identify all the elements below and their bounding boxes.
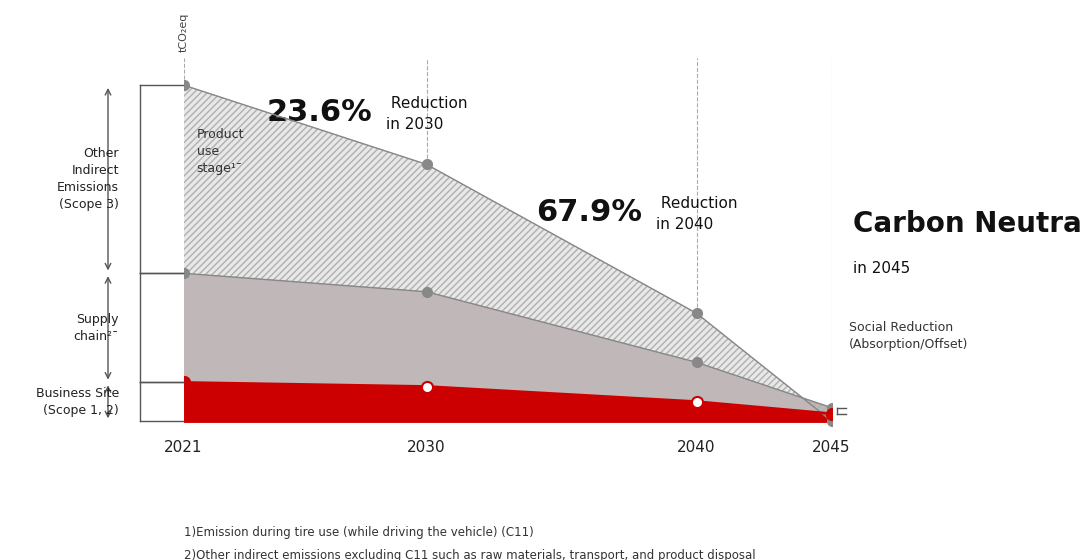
Text: tCO₂eq: tCO₂eq [178,12,189,52]
Text: Reduction
in 2030: Reduction in 2030 [386,96,468,132]
Text: Business Site
(Scope 1, 2): Business Site (Scope 1, 2) [36,387,119,417]
Text: 2)Other indirect emissions excluding C11 such as raw materials, transport, and p: 2)Other indirect emissions excluding C11… [184,549,755,560]
Text: 2021: 2021 [164,440,203,455]
Text: Reduction
in 2040: Reduction in 2040 [656,197,738,232]
Text: Product
use
stage¹ˉ: Product use stage¹ˉ [197,128,244,175]
Text: in 2045: in 2045 [853,262,910,276]
Text: Supply
chain²ˉ: Supply chain²ˉ [73,313,119,343]
Text: Carbon Neutrality: Carbon Neutrality [853,210,1080,238]
Text: Social Reduction
(Absorption/Offset): Social Reduction (Absorption/Offset) [849,321,969,351]
Text: 23.6%: 23.6% [267,97,373,127]
Text: Other
Indirect
Emissions
(Scope 3): Other Indirect Emissions (Scope 3) [57,147,119,211]
Text: 1)Emission during tire use (while driving the vehicle) (C11): 1)Emission during tire use (while drivin… [184,526,534,539]
Text: 2030: 2030 [407,440,446,455]
Text: 2040: 2040 [677,440,716,455]
Text: 2045: 2045 [812,440,851,455]
Text: 67.9%: 67.9% [537,198,643,227]
